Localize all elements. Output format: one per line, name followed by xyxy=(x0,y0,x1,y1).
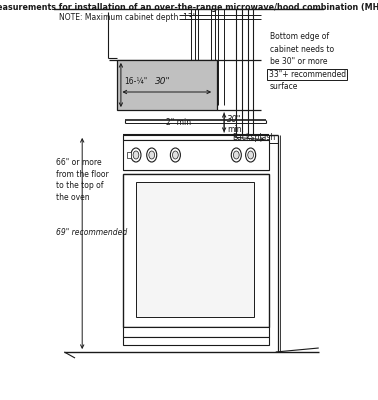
Circle shape xyxy=(170,148,180,162)
Circle shape xyxy=(248,151,254,159)
Circle shape xyxy=(147,148,157,162)
Text: 16-¼": 16-¼" xyxy=(124,78,147,86)
Text: NOTE: Maximum cabinet depth  13".: NOTE: Maximum cabinet depth 13". xyxy=(59,13,199,22)
Circle shape xyxy=(131,148,141,162)
Bar xyxy=(116,60,217,110)
Circle shape xyxy=(246,148,256,162)
Text: 30": 30" xyxy=(227,114,242,124)
Circle shape xyxy=(231,148,241,162)
Polygon shape xyxy=(123,140,268,170)
Polygon shape xyxy=(136,182,254,317)
Text: Measurements for installation of an over-the-range microwave/hood combination (M: Measurements for installation of an over… xyxy=(0,3,378,12)
Text: 33"+ recommended: 33"+ recommended xyxy=(268,70,346,79)
Polygon shape xyxy=(123,327,268,337)
Text: 30": 30" xyxy=(155,77,171,86)
Text: min.: min. xyxy=(227,126,244,134)
Text: Bottom edge of
cabinet needs to
be 30" or more
from the cooking
surface: Bottom edge of cabinet needs to be 30" o… xyxy=(270,32,335,91)
Circle shape xyxy=(133,151,139,159)
Circle shape xyxy=(172,151,178,159)
Circle shape xyxy=(149,151,155,159)
Bar xyxy=(127,152,131,158)
Text: Backsplash: Backsplash xyxy=(233,132,276,142)
Polygon shape xyxy=(123,135,268,140)
Circle shape xyxy=(234,151,239,159)
Text: 66" or more
from the floor
to the top of
the oven: 66" or more from the floor to the top of… xyxy=(56,158,108,202)
Polygon shape xyxy=(123,174,268,327)
Text: 69" recommended: 69" recommended xyxy=(56,228,127,237)
Text: 2" min: 2" min xyxy=(166,118,192,127)
Polygon shape xyxy=(123,337,268,345)
